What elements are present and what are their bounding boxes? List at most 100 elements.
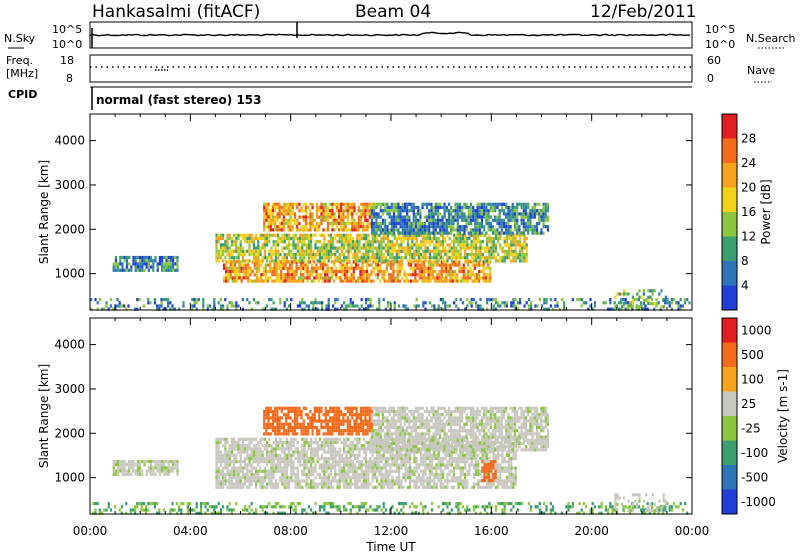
echo-cell bbox=[233, 466, 236, 470]
echo-cell bbox=[321, 505, 324, 509]
echo-cell bbox=[314, 463, 317, 467]
echo-cell bbox=[516, 221, 519, 226]
echo-cell bbox=[326, 205, 330, 210]
echo-cell bbox=[340, 259, 343, 263]
echo-cell bbox=[392, 218, 396, 222]
echo-cell bbox=[486, 236, 489, 241]
echo-cell bbox=[303, 508, 306, 512]
echo-cell bbox=[351, 228, 354, 232]
echo-cell bbox=[480, 231, 484, 235]
echo-cell bbox=[384, 231, 387, 235]
echo-cell bbox=[535, 228, 539, 232]
echo-cell bbox=[296, 236, 299, 241]
cpid-value: normal (fast stereo) 153 bbox=[96, 93, 262, 107]
echo-cell bbox=[406, 252, 409, 257]
echo-cell bbox=[402, 249, 405, 253]
echo-cell bbox=[249, 273, 252, 277]
echo-cell bbox=[283, 256, 286, 260]
echo-cell bbox=[340, 466, 343, 470]
echo-cell bbox=[377, 212, 380, 216]
echo-cell bbox=[420, 233, 423, 237]
echo-cell bbox=[373, 202, 376, 206]
echo-cell bbox=[466, 243, 469, 247]
echo-cell bbox=[235, 472, 238, 477]
echo-cell bbox=[247, 263, 250, 267]
echo-cell bbox=[372, 279, 375, 283]
echo-cell bbox=[600, 502, 603, 506]
echo-cell bbox=[356, 233, 359, 237]
echo-cell bbox=[336, 256, 339, 260]
echo-cell bbox=[301, 249, 304, 253]
echo-cell bbox=[406, 456, 409, 461]
echo-cell bbox=[343, 463, 346, 467]
echo-cell bbox=[369, 437, 372, 441]
echo-cell bbox=[290, 469, 293, 473]
echo-cell bbox=[418, 263, 421, 267]
echo-cell bbox=[512, 236, 515, 241]
echo-cell bbox=[525, 259, 528, 263]
echo-cell bbox=[370, 221, 374, 226]
echo-cell bbox=[258, 266, 261, 270]
echo-cell bbox=[324, 276, 327, 280]
echo-cell bbox=[143, 262, 146, 266]
echo-cell bbox=[422, 243, 425, 247]
echo-cell bbox=[222, 263, 226, 267]
echo-cell bbox=[249, 279, 252, 283]
echo-cell bbox=[461, 505, 464, 509]
echo-cell bbox=[424, 259, 427, 263]
echo-cell bbox=[227, 279, 230, 283]
echo-cell bbox=[228, 469, 231, 473]
echo-cell bbox=[362, 252, 365, 257]
echo-cell bbox=[420, 246, 423, 250]
echo-cell bbox=[477, 236, 480, 241]
echo-cell bbox=[436, 202, 440, 206]
echo-cell bbox=[420, 263, 424, 267]
echo-cell bbox=[233, 469, 236, 473]
echo-cell bbox=[272, 243, 275, 247]
echo-cell bbox=[580, 304, 583, 308]
echo-cell bbox=[299, 276, 303, 280]
echo-cell bbox=[354, 437, 357, 441]
echo-cell bbox=[483, 202, 486, 206]
echo-cell bbox=[230, 476, 233, 480]
echo-cell bbox=[277, 460, 280, 464]
echo-cell bbox=[321, 256, 324, 260]
echo-cell bbox=[330, 273, 333, 277]
echo-cell bbox=[314, 466, 317, 470]
echo-cell bbox=[371, 246, 374, 250]
echo-cell bbox=[611, 307, 614, 311]
echo-cell bbox=[263, 225, 266, 229]
echo-cell bbox=[340, 212, 343, 216]
echo-cell bbox=[309, 221, 312, 226]
echo-cell bbox=[338, 505, 341, 509]
echo-cell bbox=[277, 252, 280, 257]
echo-cell bbox=[393, 479, 396, 483]
echo-cell bbox=[222, 453, 225, 457]
echo-cell bbox=[364, 212, 367, 216]
echo-cell bbox=[391, 252, 394, 257]
echo-cell bbox=[435, 476, 438, 480]
echo-cell bbox=[329, 249, 332, 253]
echo-cell bbox=[276, 202, 279, 206]
echo-cell bbox=[306, 266, 309, 270]
echo-cell bbox=[420, 502, 423, 506]
echo-cell bbox=[464, 256, 467, 260]
echo-cell bbox=[302, 273, 305, 277]
echo-cell bbox=[516, 209, 519, 213]
echo-cell bbox=[389, 450, 392, 454]
echo-cell bbox=[334, 298, 337, 302]
echo-cell bbox=[293, 218, 297, 222]
echo-cell bbox=[224, 482, 227, 486]
echo-cell bbox=[507, 225, 510, 229]
echo-cell bbox=[329, 463, 332, 467]
echo-cell bbox=[382, 233, 385, 237]
echo-cell bbox=[285, 444, 288, 448]
echo-cell bbox=[244, 479, 247, 483]
echo-cell bbox=[327, 440, 330, 445]
echo-cell bbox=[195, 502, 198, 506]
echo-cell bbox=[292, 463, 295, 467]
echo-cell bbox=[208, 304, 211, 308]
y-tick-label: 3000 bbox=[54, 178, 85, 192]
echo-cell bbox=[366, 212, 369, 216]
echo-cell bbox=[378, 246, 381, 250]
